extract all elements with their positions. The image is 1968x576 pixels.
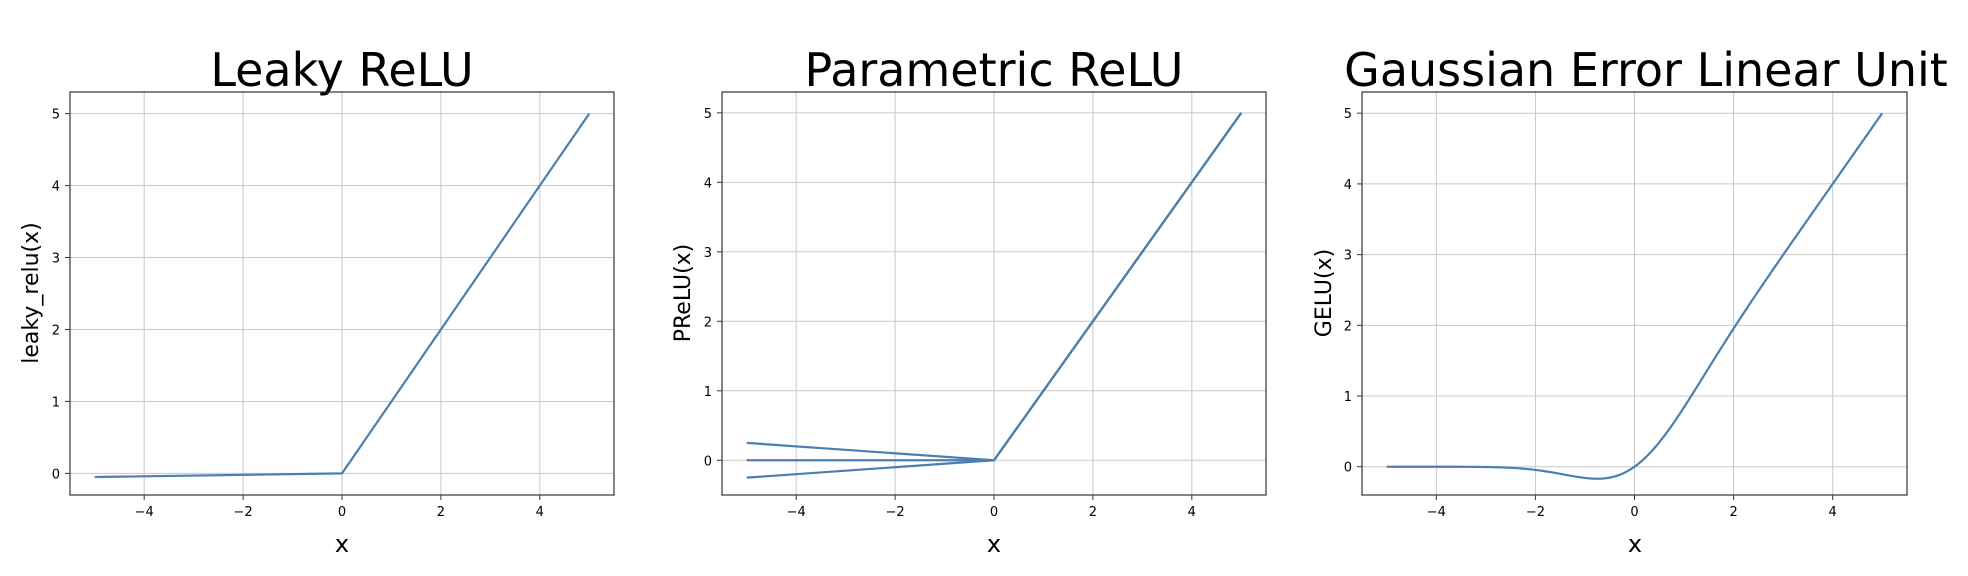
x-tick-label: 2 <box>1729 505 1737 520</box>
plot-area <box>746 112 1243 479</box>
series-line <box>746 112 1243 479</box>
x-tick-label: 0 <box>338 505 346 520</box>
y-tick-label: 2 <box>704 315 712 330</box>
y-tick-label: 4 <box>704 176 712 191</box>
y-tick-label: 3 <box>52 252 60 267</box>
y-tick-label: 3 <box>704 246 712 261</box>
y-tick-label: 4 <box>52 180 60 195</box>
x-axis-label: x <box>987 530 1001 558</box>
plot-area <box>1386 112 1884 480</box>
y-axis-label: GELU(x) <box>1312 249 1337 337</box>
y-tick-label: 0 <box>1344 461 1352 476</box>
series-line <box>1386 112 1884 480</box>
x-tick-label: −2 <box>1526 505 1545 520</box>
x-tick-label: −4 <box>135 505 154 520</box>
y-axis-label: leaky_relu(x) <box>19 222 44 363</box>
y-axis-label: PReLU(x) <box>671 244 696 343</box>
y-tick-label: 2 <box>1344 319 1352 334</box>
plot-area <box>94 112 591 479</box>
y-tick-label: 1 <box>1344 390 1352 405</box>
y-tick-label: 2 <box>52 323 60 338</box>
grid <box>70 92 614 495</box>
ticks: −4 −2 0 2 4 0 1 2 3 4 5 <box>1344 107 1837 520</box>
series-line <box>94 112 591 479</box>
y-tick-label: 1 <box>704 385 712 400</box>
subplot-parametric-relu: Parametric ReLU PReLU(x) x −4 −2 0 2 4 0 1 2 3 4 5 <box>671 43 1267 558</box>
chart-title: Gaussian Error Linear Unit <box>1344 43 1948 97</box>
x-tick-label: −2 <box>234 505 253 520</box>
subplot-leaky-relu: Leaky ReLU leaky_relu(x) x −4 −2 0 2 4 0 1 2 3 4 5 <box>19 43 615 558</box>
y-tick-label: 5 <box>1344 107 1352 122</box>
y-tick-label: 0 <box>52 467 60 482</box>
y-tick-label: 3 <box>1344 249 1352 264</box>
x-tick-label: −4 <box>1427 505 1446 520</box>
grid <box>1362 92 1907 495</box>
chart-title: Leaky ReLU <box>210 43 473 97</box>
x-tick-label: 0 <box>1630 505 1638 520</box>
x-tick-label: 2 <box>437 505 445 520</box>
x-tick-label: 4 <box>1829 505 1837 520</box>
subplot-gelu: Gaussian Error Linear Unit GELU(x) x −4−… <box>1312 43 1948 558</box>
x-tick-label: 4 <box>1188 505 1196 520</box>
x-tick-label: 4 <box>536 505 544 520</box>
chart-title: Parametric ReLU <box>805 43 1184 97</box>
ticks: −4 −2 0 2 4 0 1 2 3 4 5 <box>704 107 1196 520</box>
ticks: −4 −2 0 2 4 0 1 2 3 4 5 <box>52 108 544 520</box>
x-tick-label: −2 <box>886 505 905 520</box>
y-tick-label: 0 <box>704 454 712 469</box>
y-tick-label: 1 <box>52 395 60 410</box>
y-tick-label: 5 <box>704 107 712 122</box>
y-tick-label: 4 <box>1344 178 1352 193</box>
x-tick-label: −4 <box>787 505 806 520</box>
x-axis-label: x <box>1628 530 1642 558</box>
x-tick-label: 2 <box>1089 505 1097 520</box>
x-axis-label: x <box>335 530 349 558</box>
grid <box>722 92 1266 495</box>
y-tick-label: 5 <box>52 108 60 123</box>
x-tick-label: 0 <box>990 505 998 520</box>
